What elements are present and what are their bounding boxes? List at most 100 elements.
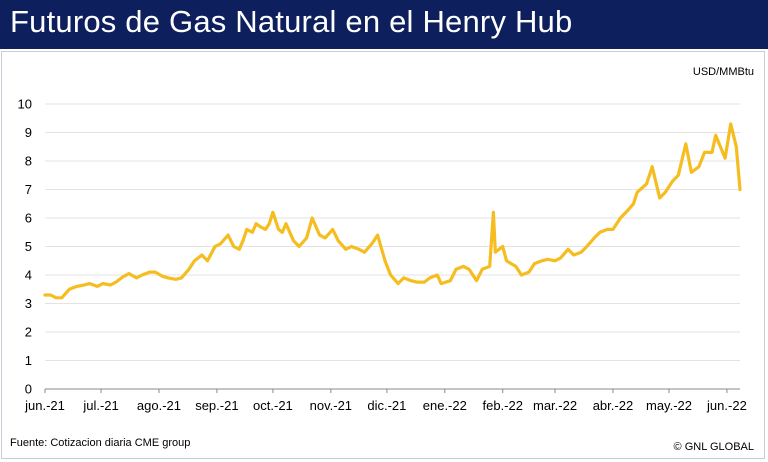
data-point	[135, 276, 138, 280]
x-tick-label: abr.-22	[593, 398, 633, 413]
data-point	[264, 228, 267, 231]
y-tick-label: 2	[25, 325, 32, 340]
data-point	[232, 245, 235, 248]
data-point	[402, 276, 405, 280]
data-point	[553, 259, 557, 262]
data-point	[55, 296, 58, 299]
data-point	[297, 245, 301, 248]
data-point	[454, 268, 458, 271]
data-point	[43, 293, 47, 297]
x-tick-label: jun.-21	[24, 398, 65, 413]
data-point	[83, 283, 86, 287]
data-point	[389, 273, 392, 277]
y-tick-label: 5	[25, 239, 32, 254]
x-tick-label: jun.-22	[706, 398, 747, 413]
data-point	[49, 293, 52, 297]
x-tick-label: ago.-21	[137, 398, 181, 413]
data-point	[258, 225, 262, 228]
data-point	[546, 258, 549, 261]
data-point	[174, 278, 177, 281]
data-point	[624, 211, 628, 214]
x-tick-label: ene.-22	[423, 398, 467, 413]
data-point	[572, 253, 575, 257]
data-point	[684, 142, 687, 146]
data-point	[723, 157, 727, 160]
data-point	[219, 242, 222, 245]
data-point	[527, 270, 531, 274]
data-point	[101, 282, 105, 285]
y-tick-label: 7	[25, 182, 32, 197]
data-point	[344, 248, 347, 251]
data-point	[585, 245, 588, 248]
data-point	[439, 282, 443, 285]
y-tick-label: 1	[25, 353, 32, 368]
data-point	[122, 275, 125, 278]
data-point	[428, 276, 432, 280]
data-point	[292, 239, 295, 242]
data-point	[337, 239, 340, 242]
data-point	[370, 242, 374, 245]
data-point	[88, 282, 92, 285]
x-axis	[44, 388, 740, 393]
data-point	[703, 151, 706, 154]
data-point	[357, 248, 361, 251]
data-point	[281, 231, 284, 234]
x-tick-label: oct.-21	[253, 398, 293, 413]
y-tick-labels: 0 1 2 3 4 5 6 7 8 9 10	[18, 97, 32, 397]
x-tick-label: dic.-21	[367, 398, 406, 413]
data-point	[514, 265, 517, 268]
data-point	[245, 228, 248, 231]
data-point	[68, 288, 71, 291]
data-point	[180, 276, 183, 280]
data-point	[213, 245, 217, 248]
data-point	[690, 171, 693, 174]
data-point	[277, 228, 280, 231]
data-point	[738, 188, 742, 191]
data-point	[677, 174, 680, 177]
data-point	[611, 228, 615, 231]
data-point	[606, 228, 609, 231]
data-point	[376, 233, 379, 237]
data-point	[241, 239, 245, 242]
data-point	[154, 270, 157, 274]
data-point	[60, 296, 63, 299]
data-point	[96, 285, 99, 288]
data-point	[598, 231, 602, 234]
data-point	[415, 280, 418, 284]
title-bar: Futuros de Gas Natural en el Henry Hub	[0, 0, 768, 49]
data-point	[226, 233, 230, 237]
data-point	[520, 273, 523, 277]
data-point	[350, 245, 353, 248]
data-point	[363, 251, 366, 254]
data-point	[271, 211, 275, 214]
data-point	[193, 259, 196, 262]
chart-title: Futuros de Gas Natural en el Henry Hub	[10, 4, 573, 39]
data-point	[636, 191, 639, 194]
x-tick-label: nov.-21	[310, 398, 352, 413]
data-point	[697, 165, 701, 168]
data-point	[254, 222, 258, 225]
data-point	[127, 272, 131, 275]
data-point	[305, 236, 308, 240]
data-point	[714, 134, 717, 137]
data-point	[311, 216, 314, 220]
data-point	[167, 276, 170, 280]
data-point	[505, 259, 508, 262]
source-note: Fuente: Cotizacion diaria CME group	[10, 437, 191, 449]
data-point	[396, 282, 400, 285]
copyright-note: © GNL GLOBAL	[673, 441, 754, 453]
data-point	[114, 280, 118, 284]
data-point	[383, 259, 387, 262]
data-point	[593, 236, 596, 240]
data-point	[481, 268, 484, 271]
y-tick-label: 0	[25, 382, 32, 397]
series-layer	[43, 122, 742, 300]
data-point	[729, 122, 732, 126]
data-point	[619, 216, 622, 220]
data-point	[651, 165, 654, 168]
data-point	[475, 279, 478, 282]
data-point	[324, 236, 327, 240]
x-tick-label: sep.-21	[195, 398, 238, 413]
data-point	[710, 151, 714, 154]
y-tick-label: 4	[25, 268, 32, 283]
